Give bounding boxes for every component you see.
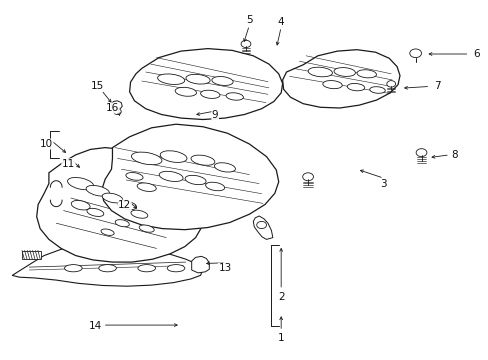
Ellipse shape [99, 265, 116, 272]
Ellipse shape [101, 229, 114, 235]
Text: 12: 12 [118, 200, 131, 210]
Ellipse shape [256, 221, 266, 229]
Ellipse shape [125, 172, 143, 180]
Text: 15: 15 [91, 81, 104, 91]
Polygon shape [111, 101, 122, 110]
Ellipse shape [322, 81, 342, 89]
Ellipse shape [157, 74, 184, 85]
Ellipse shape [211, 77, 233, 85]
Ellipse shape [138, 265, 155, 272]
Ellipse shape [67, 177, 94, 190]
Ellipse shape [113, 109, 121, 114]
Text: 8: 8 [450, 150, 457, 160]
Ellipse shape [205, 182, 224, 191]
Text: 1: 1 [277, 333, 284, 343]
Ellipse shape [185, 175, 205, 185]
Ellipse shape [356, 70, 376, 78]
Text: 4: 4 [277, 17, 284, 27]
Ellipse shape [241, 40, 250, 48]
Ellipse shape [71, 201, 90, 210]
Text: 6: 6 [472, 49, 479, 59]
Ellipse shape [225, 93, 243, 100]
Ellipse shape [191, 155, 214, 165]
Text: 13: 13 [218, 263, 231, 273]
Polygon shape [282, 50, 399, 108]
Ellipse shape [333, 68, 355, 76]
Ellipse shape [175, 87, 196, 96]
Polygon shape [253, 216, 272, 239]
Ellipse shape [102, 193, 122, 203]
Ellipse shape [409, 49, 421, 58]
Text: 9: 9 [211, 110, 218, 120]
Ellipse shape [115, 220, 129, 227]
Ellipse shape [415, 149, 426, 157]
Polygon shape [191, 256, 209, 273]
Ellipse shape [214, 163, 235, 172]
Text: 14: 14 [88, 321, 102, 331]
Text: 11: 11 [61, 159, 75, 169]
Text: 2: 2 [277, 292, 284, 302]
Ellipse shape [137, 183, 156, 192]
Ellipse shape [307, 67, 332, 77]
Ellipse shape [64, 265, 82, 272]
Ellipse shape [346, 84, 364, 91]
Ellipse shape [131, 210, 147, 218]
Ellipse shape [386, 81, 395, 87]
Text: 7: 7 [433, 81, 440, 91]
Ellipse shape [302, 173, 313, 181]
Text: 16: 16 [105, 103, 119, 113]
Ellipse shape [87, 208, 103, 216]
Text: 5: 5 [245, 15, 252, 25]
Polygon shape [37, 148, 203, 262]
Ellipse shape [369, 87, 385, 93]
Ellipse shape [118, 201, 136, 210]
Ellipse shape [159, 171, 183, 181]
Polygon shape [102, 124, 278, 230]
Ellipse shape [131, 152, 162, 165]
Ellipse shape [160, 151, 186, 162]
Polygon shape [12, 241, 203, 286]
Text: 3: 3 [380, 179, 386, 189]
Ellipse shape [167, 265, 184, 272]
Ellipse shape [200, 90, 220, 98]
Ellipse shape [185, 74, 210, 84]
Text: 10: 10 [40, 139, 53, 149]
Polygon shape [129, 49, 282, 120]
Ellipse shape [139, 225, 154, 232]
Polygon shape [22, 251, 41, 259]
Ellipse shape [86, 185, 109, 196]
